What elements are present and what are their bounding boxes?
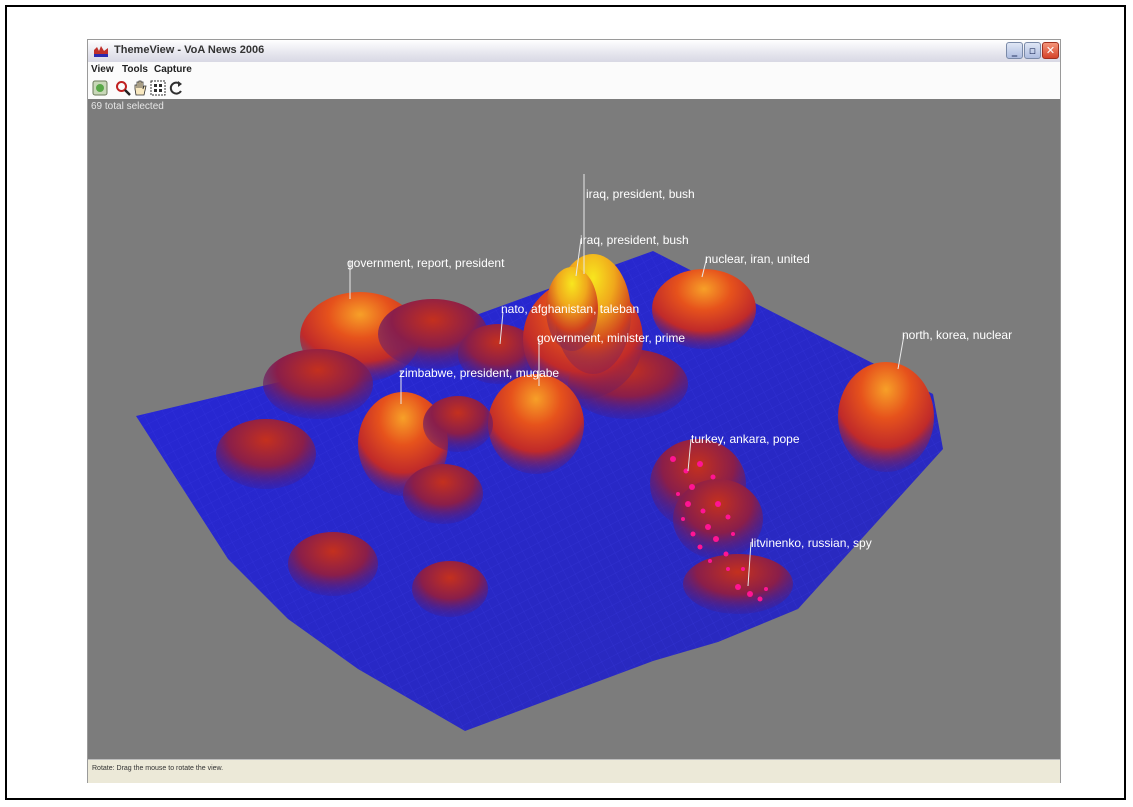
- hill-left: [216, 419, 316, 489]
- minimize-icon: _: [1011, 44, 1018, 57]
- menu-capture[interactable]: Capture: [154, 64, 192, 75]
- hill-iraq-peak-2: [546, 267, 598, 351]
- topic-label-turkey[interactable]: turkey, ankara, pope: [691, 432, 800, 446]
- topic-label-litvinenko[interactable]: litvinenko, russian, spy: [751, 536, 872, 550]
- close-icon: ✕: [1045, 44, 1056, 57]
- hill-zimbabwe-side: [423, 396, 493, 452]
- topic-label-government-minister[interactable]: government, minister, prime: [537, 331, 686, 345]
- maximize-button[interactable]: ▫: [1024, 42, 1041, 59]
- hill-ridge-c: [263, 349, 373, 419]
- topic-label-iraq[interactable]: iraq, president, bush: [580, 233, 689, 247]
- select-grid-icon[interactable]: [150, 80, 166, 96]
- hand-icon[interactable]: [132, 80, 148, 96]
- label-leader-lines: [349, 174, 905, 587]
- topic-label-north-korea[interactable]: north, korea, nuclear: [902, 328, 1013, 342]
- selection-count: 69 total selected: [91, 101, 164, 112]
- menu-view[interactable]: View: [91, 64, 114, 75]
- minimize-button[interactable]: _: [1006, 42, 1023, 59]
- home-icon[interactable]: [92, 80, 108, 96]
- theme-view-canvas[interactable]: 69 total selected iraq, president, bush …: [88, 99, 1060, 759]
- topic-label-nuclear-iran[interactable]: nuclear, iran, united: [705, 252, 810, 266]
- menu-bar: View Tools Capture: [88, 62, 1060, 78]
- app-logo-icon: [94, 46, 108, 57]
- maximize-icon: ▫: [1028, 44, 1037, 57]
- title-bar[interactable]: ThemeView - VoA News 2006 _ ▫ ✕: [88, 40, 1060, 63]
- hill-front-left: [403, 464, 483, 524]
- topic-label-nato[interactable]: nato, afghanistan, taleban: [501, 302, 640, 316]
- hill-nuclear-iran: [652, 269, 756, 349]
- window-title: ThemeView - VoA News 2006: [114, 44, 265, 56]
- toolbar: [88, 78, 1060, 100]
- magnifier-icon[interactable]: [115, 80, 131, 96]
- terrain-visualization: [136, 174, 943, 731]
- hill-turkey-b: [673, 479, 763, 559]
- rotate-icon[interactable]: [168, 80, 184, 96]
- hill-front-a: [288, 532, 378, 596]
- close-button[interactable]: ✕: [1042, 42, 1059, 59]
- topic-label-zimbabwe[interactable]: zimbabwe, president, mugabe: [399, 366, 560, 380]
- status-bar: Rotate: Drag the mouse to rotate the vie…: [88, 759, 1060, 783]
- hill-front-b: [412, 561, 488, 617]
- status-text: Rotate: Drag the mouse to rotate the vie…: [92, 765, 224, 772]
- topic-label-government-report[interactable]: government, report, president: [347, 256, 505, 270]
- selected-points: [670, 456, 768, 602]
- app-window: ThemeView - VoA News 2006 _ ▫ ✕ View Too…: [88, 40, 1060, 783]
- topic-label-iraq-top[interactable]: iraq, president, bush: [586, 187, 695, 201]
- hill-nato: [458, 324, 538, 384]
- hill-government-minister: [488, 374, 584, 474]
- hill-north-korea: [838, 362, 934, 472]
- menu-tools[interactable]: Tools: [122, 64, 148, 75]
